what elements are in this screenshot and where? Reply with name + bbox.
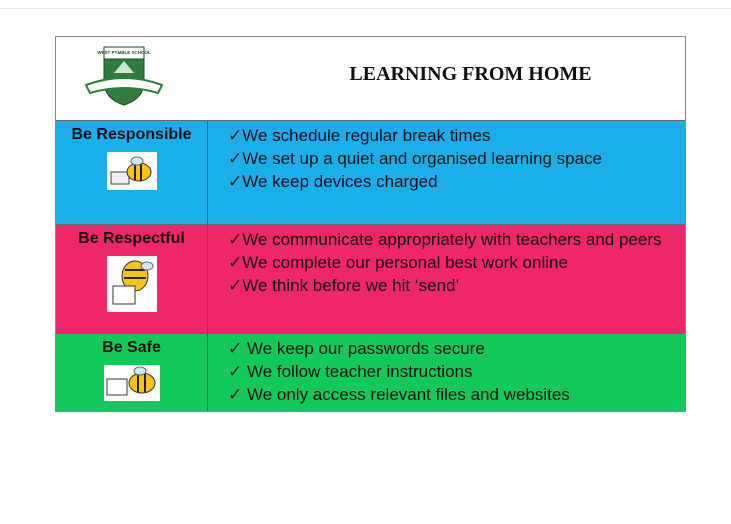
item: ✓ We keep our passwords secure	[228, 339, 485, 358]
row-respectful: Be Respectful ✓We communicate appropriat…	[56, 225, 685, 334]
item: ✓We keep devices charged	[228, 172, 438, 191]
top-border	[0, 8, 731, 9]
item: ✓We set up a quiet and organised learnin…	[228, 149, 603, 168]
item: ✓ We follow teacher instructions	[228, 362, 473, 381]
item: ✓We think before we hit ‘send’	[228, 276, 460, 295]
row-label-cell: Be Responsible	[56, 121, 208, 224]
header: WEST PYMBLE SCHOOL LEARNING FROM HOME	[56, 37, 685, 121]
bee-icon	[103, 365, 160, 401]
item: ✓ We only access relevant files and webs…	[228, 385, 570, 404]
row-label: Be Responsible	[71, 126, 192, 143]
school-logo: WEST PYMBLE SCHOOL	[84, 46, 164, 106]
row-label-cell: Be Safe	[56, 334, 208, 411]
row-responsible: Be Responsible ✓We schedule regular brea…	[56, 121, 685, 225]
row-label: Be Safe	[102, 339, 161, 356]
item: ✓We complete our personal best work onli…	[228, 253, 568, 272]
item-list: ✓We communicate appropriately with teach…	[208, 225, 685, 333]
poster: WEST PYMBLE SCHOOL LEARNING FROM HOME Be…	[55, 36, 686, 412]
row-label: Be Respectful	[78, 230, 185, 247]
item-list: ✓We schedule regular break times ✓We set…	[208, 121, 685, 224]
row-safe: Be Safe ✓ We keep our passwords secure ✓…	[56, 334, 685, 411]
title: LEARNING FROM HOME	[349, 63, 592, 85]
row-label-cell: Be Respectful	[56, 225, 208, 333]
logo-text: WEST PYMBLE SCHOOL	[97, 50, 151, 55]
item: ✓We communicate appropriately with teach…	[228, 230, 662, 249]
item: ✓We schedule regular break times	[228, 126, 491, 145]
bee-icon	[106, 256, 157, 312]
item-list: ✓ We keep our passwords secure ✓ We foll…	[208, 334, 685, 411]
bee-icon	[106, 152, 157, 190]
